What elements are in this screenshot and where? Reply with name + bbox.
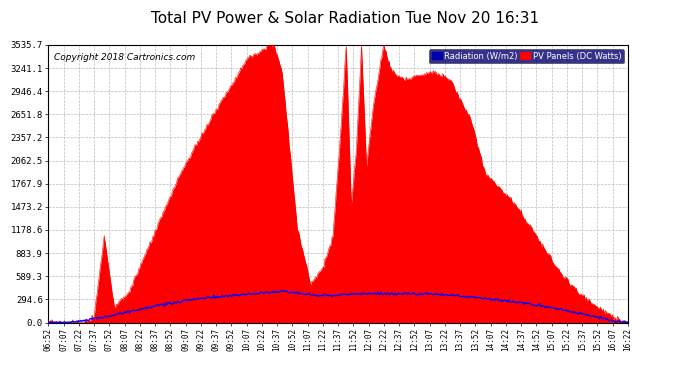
- Legend: Radiation (W/m2), PV Panels (DC Watts): Radiation (W/m2), PV Panels (DC Watts): [429, 49, 624, 63]
- Text: Total PV Power & Solar Radiation Tue Nov 20 16:31: Total PV Power & Solar Radiation Tue Nov…: [151, 11, 539, 26]
- Text: Copyright 2018 Cartronics.com: Copyright 2018 Cartronics.com: [54, 53, 195, 62]
